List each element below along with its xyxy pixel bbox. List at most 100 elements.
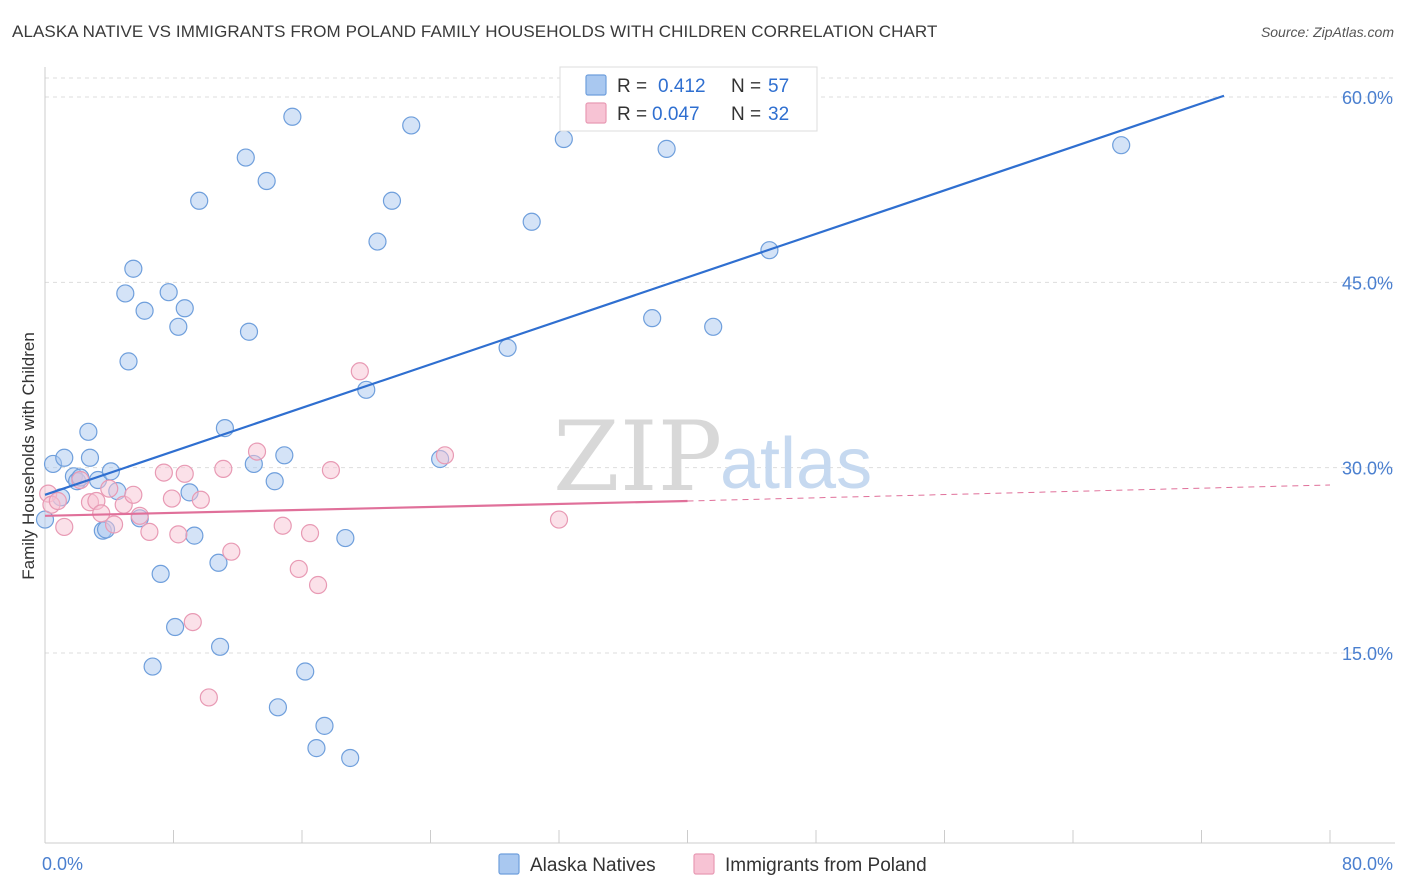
- alaska-native-point: [522, 212, 541, 231]
- alaska-native-point: [239, 322, 259, 341]
- bottom-legend: Alaska Natives Immigrants from Poland: [498, 853, 927, 876]
- watermark-atlas: atlas: [720, 424, 872, 504]
- x-tick-labels: 0.0% 80.0%: [42, 854, 1393, 874]
- poland-immigrant-point: [191, 490, 210, 509]
- legend-r-value-blue: 0.412: [658, 76, 706, 97]
- trend-line-poland: [44, 499, 688, 517]
- y-tick-label: 60.0%: [1342, 88, 1393, 108]
- source-link[interactable]: ZipAtlas.com: [1313, 24, 1394, 40]
- poland-immigrant-point: [222, 542, 241, 561]
- alaska-native-point: [265, 472, 284, 491]
- alaska-native-point: [175, 299, 194, 318]
- source-prefix: Source:: [1260, 24, 1314, 40]
- alaska-native-point: [341, 748, 360, 768]
- alaska-native-point: [554, 129, 573, 149]
- poland-immigrant-point: [48, 491, 67, 511]
- y-tick-label: 45.0%: [1342, 273, 1393, 293]
- axes: [44, 67, 1395, 844]
- poland-immigrant-point: [300, 524, 320, 543]
- poland-immigrant-point: [130, 506, 149, 525]
- legend-n-label-blue: N =: [731, 76, 761, 97]
- y-tick-labels: 15.0% 30.0% 45.0% 60.0%: [1342, 88, 1393, 664]
- alaska-native-point: [315, 716, 334, 735]
- alaska-native-point: [151, 564, 170, 584]
- alaska-native-point: [209, 553, 228, 572]
- poland-immigrant-point: [321, 461, 341, 480]
- alaska-native-point: [257, 171, 276, 191]
- alaska-native-point: [336, 528, 355, 548]
- watermark-zip: ZIP: [553, 401, 722, 513]
- alaska-native-point: [657, 139, 676, 158]
- legend: R = 0.412 N = 57 R = 0.047 N = 32: [559, 66, 818, 132]
- poland-immigrant-point: [104, 515, 124, 534]
- bottom-legend-label-pink: Immigrants from Poland: [725, 855, 927, 876]
- y-tick-label: 30.0%: [1342, 459, 1393, 479]
- alaska-native-point: [1112, 136, 1131, 155]
- alaska-native-point: [80, 448, 100, 467]
- source-credit: Source: ZipAtlas.com: [1261, 24, 1394, 40]
- alaska-native-point: [143, 657, 162, 676]
- alaska-native-point: [402, 116, 421, 135]
- alaska-native-point: [307, 739, 326, 758]
- legend-swatch-blue: [585, 74, 607, 96]
- alaska-native-point: [185, 526, 204, 545]
- bottom-legend-label-blue: Alaska Natives: [530, 855, 656, 876]
- x-tick-label-min: 0.0%: [42, 854, 83, 874]
- poland-immigrant-point: [199, 688, 218, 707]
- poland-immigrant-point: [289, 559, 308, 579]
- alaska-native-point: [283, 107, 302, 126]
- alaska-native-point: [236, 148, 255, 167]
- alaska-native-point: [382, 191, 402, 210]
- bottom-legend-swatch-pink: [693, 853, 715, 875]
- poland-immigrant-point: [350, 362, 369, 381]
- poland-immigrant-point: [169, 525, 188, 544]
- alaska-native-point: [190, 191, 209, 210]
- poland-immigrant-point: [162, 489, 181, 508]
- alaska-native-point: [498, 338, 517, 357]
- alaska-native-point: [166, 617, 185, 637]
- alaska-native-point: [368, 232, 387, 251]
- poland-immigrant-point: [549, 510, 569, 529]
- legend-n-label-pink: N =: [731, 104, 761, 125]
- alaska-native-point: [124, 259, 143, 278]
- poland-immigrant-point: [55, 517, 74, 537]
- alaska-native-point: [116, 284, 135, 303]
- bottom-legend-swatch-blue: [498, 853, 520, 875]
- legend-r-label-pink: R =: [617, 104, 647, 125]
- legend-r-value-pink: 0.047: [652, 104, 700, 125]
- watermark: ZIP atlas: [553, 401, 872, 513]
- poland-immigrant-point: [273, 516, 292, 535]
- series-immigrants-poland-points: [39, 362, 569, 707]
- poland-immigrant-point: [175, 464, 194, 483]
- legend-n-value-blue: 57: [768, 76, 789, 97]
- poland-immigrant-point: [124, 485, 143, 504]
- poland-immigrant-point: [100, 479, 119, 498]
- alaska-native-point: [119, 352, 138, 371]
- y-axis-label: Family Households with Children: [19, 332, 38, 580]
- legend-swatch-pink: [585, 102, 607, 124]
- alaska-native-point: [296, 662, 315, 681]
- alaska-native-point: [159, 283, 178, 302]
- alaska-native-point: [704, 317, 723, 336]
- poland-immigrant-point: [214, 459, 233, 478]
- poland-immigrant-point: [140, 522, 159, 541]
- alaska-native-point: [169, 317, 188, 336]
- poland-immigrant-point: [247, 442, 267, 461]
- trend-line-alaska-natives: [44, 94, 1225, 496]
- alaska-native-point: [275, 446, 294, 465]
- trend-lines: [44, 94, 1331, 517]
- alaska-native-point: [643, 309, 662, 328]
- alaska-native-point: [55, 448, 74, 467]
- legend-r-label-blue: R =: [617, 76, 647, 97]
- legend-n-value-pink: 32: [768, 104, 789, 125]
- chart-title: ALASKA NATIVE VS IMMIGRANTS FROM POLAND …: [12, 22, 938, 41]
- y-tick-label: 15.0%: [1342, 644, 1393, 664]
- alaska-native-point: [268, 698, 288, 717]
- x-tick-label-max: 80.0%: [1342, 854, 1393, 874]
- trend-line-poland-extension: [687, 484, 1331, 502]
- alaska-native-point: [79, 422, 98, 441]
- alaska-native-point: [210, 637, 230, 656]
- alaska-native-point: [135, 301, 154, 320]
- poland-immigrant-point: [154, 463, 173, 482]
- poland-immigrant-point: [183, 612, 202, 632]
